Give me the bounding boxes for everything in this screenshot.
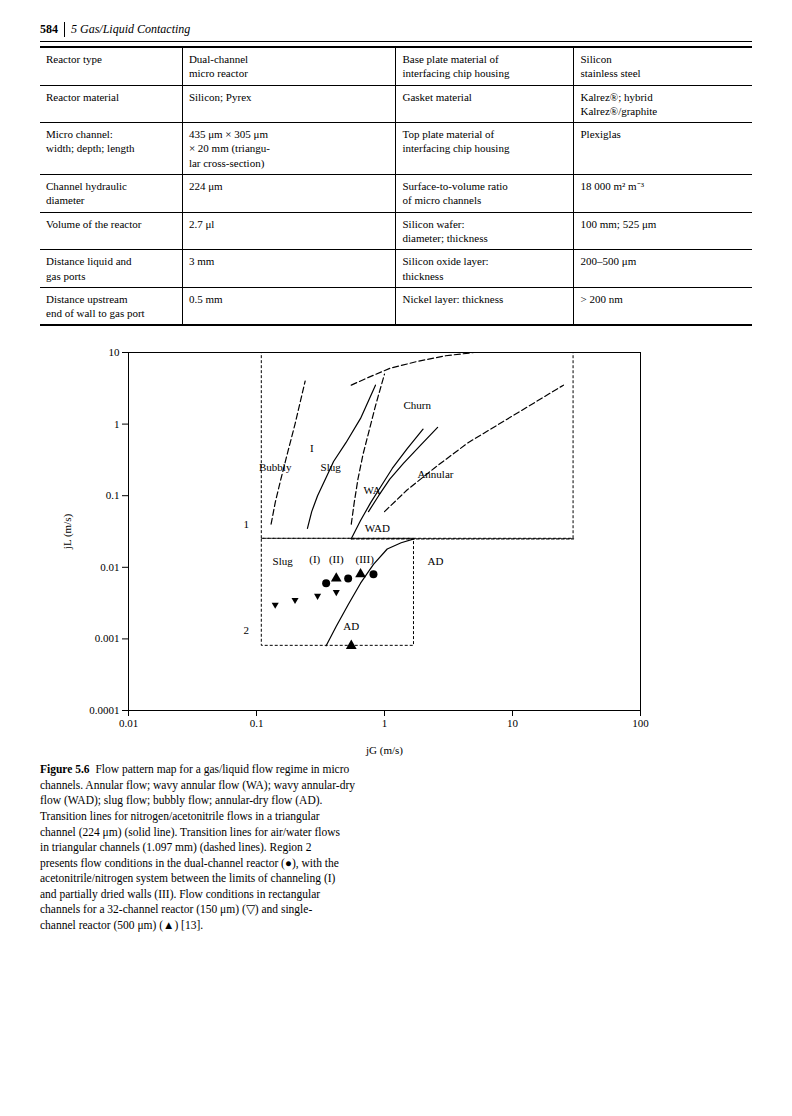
svg-text:10: 10 — [109, 346, 121, 358]
svg-text:1: 1 — [382, 718, 388, 730]
html-text:584: 584 — [40, 22, 58, 36]
html-text:435 μm × 305 μm × 20 mm (trian: 435 μm × 305 μm × 20 mm (triangu- lar cr… — [188, 128, 270, 169]
html-text:2.7 μl: 2.7 μl — [188, 217, 215, 230]
html-text:Volume of the reactor: Volume of the reactor — [46, 217, 142, 230]
svg-text:jG (m/s): jG (m/s) — [365, 744, 403, 757]
html-text:> 200 nm: > 200 nm — [580, 292, 623, 305]
svg-text:WAD: WAD — [365, 522, 390, 534]
html-text:5 Gas/Liquid Contacting: 5 Gas/Liquid Contacting — [71, 22, 191, 36]
svg-text:2: 2 — [243, 625, 249, 637]
svg-text:10: 10 — [507, 718, 519, 730]
html-text:Figure 5.6 Flow pattern map fo: Figure 5.6 Flow pattern map for a gas/li… — [40, 763, 355, 931]
html-text:Micro channel: width; depth; l: Micro channel: width; depth; length — [46, 128, 135, 155]
svg-text:0.1: 0.1 — [250, 718, 264, 730]
html-text:200–500 μm: 200–500 μm — [580, 255, 637, 268]
svg-text:0.0001: 0.0001 — [89, 704, 119, 716]
html-text:Distance liquid and gas ports: Distance liquid and gas ports — [46, 255, 132, 282]
svg-text:WA: WA — [364, 484, 381, 496]
svg-text:0.001: 0.001 — [95, 633, 120, 645]
html-text:0.5 mm: 0.5 mm — [188, 292, 223, 305]
svg-text:jL (m/s): jL (m/s) — [61, 514, 74, 551]
svg-text:1: 1 — [243, 518, 249, 530]
html-text:Kalrez®; hybrid Kalrez®/graphi: Kalrez®; hybrid Kalrez®/graphite — [580, 90, 658, 117]
html-text:Reactor type: Reactor type — [46, 53, 102, 65]
html-text:224 μm: 224 μm — [188, 180, 223, 193]
svg-text:100: 100 — [632, 718, 649, 730]
svg-text:AD: AD — [343, 620, 359, 632]
html-text:Base plate material of interfa: Base plate material of interfacing chip … — [402, 53, 510, 80]
html-text:Gasket material: Gasket material — [402, 90, 472, 103]
html-text:Plexiglas: Plexiglas — [580, 128, 621, 141]
svg-text:0.1: 0.1 — [106, 490, 120, 502]
html-text:Dual-channel micro reactor: Dual-channel micro reactor — [188, 53, 249, 80]
html-text:Nickel layer: thickness: Nickel layer: thickness — [402, 292, 504, 305]
html-text:Top plate material of interfac: Top plate material of interfacing chip h… — [402, 128, 510, 155]
svg-text:(II): (II) — [329, 553, 344, 566]
svg-text:Slug: Slug — [273, 556, 294, 568]
html-text:18 000 m² m⁻³: 18 000 m² m⁻³ — [580, 180, 644, 193]
html-text:Silicon oxide layer: thickness: Silicon oxide layer: thickness — [402, 255, 489, 282]
html-text:Channel hydraulic diameter: Channel hydraulic diameter — [46, 180, 127, 207]
svg-text:(I): (I) — [309, 553, 320, 566]
html-text:Silicon; Pyrex: Silicon; Pyrex — [188, 90, 252, 103]
html-text:Reactor material: Reactor material — [46, 90, 119, 103]
svg-text:AD: AD — [427, 556, 443, 568]
svg-text:0.01: 0.01 — [100, 561, 119, 573]
svg-text:I: I — [310, 443, 314, 455]
svg-text:0.01: 0.01 — [119, 718, 138, 730]
svg-text:Slug: Slug — [321, 461, 342, 473]
svg-text:(III): (III) — [356, 553, 375, 566]
html-text:3 mm: 3 mm — [188, 255, 215, 268]
html-text:Silicon stainless steel: Silicon stainless steel — [580, 53, 641, 80]
svg-text:Churn: Churn — [403, 400, 431, 412]
svg-text:Bubbly: Bubbly — [259, 461, 292, 473]
html-text:100 mm; 525 μm: 100 mm; 525 μm — [580, 217, 657, 230]
html-text:Distance upstream end of wall: Distance upstream end of wall to gas por… — [46, 292, 145, 320]
html-text:Surface-to-volume ratio of mic: Surface-to-volume ratio of micro channel… — [402, 180, 508, 207]
svg-text:Annular: Annular — [417, 468, 453, 480]
svg-text:1: 1 — [114, 418, 120, 430]
html-text:Silicon wafer: diameter; thick: Silicon wafer: diameter; thickness — [402, 217, 488, 244]
